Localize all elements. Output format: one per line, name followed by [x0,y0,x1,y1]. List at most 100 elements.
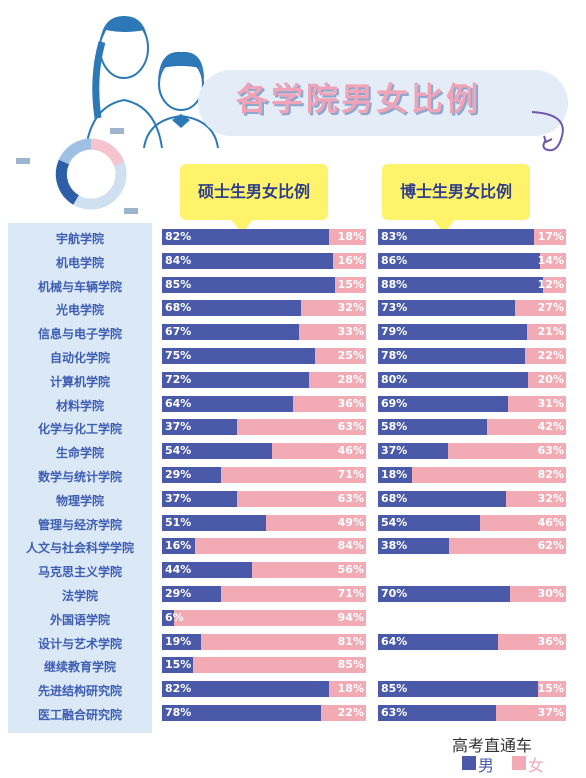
bar-male [162,609,175,626]
bar-female [507,395,566,412]
category-label: 宇航学院 [55,232,104,246]
data-label-female: 63% [537,444,564,458]
data-label-female: 63% [337,420,364,434]
data-label-male: 68% [381,491,408,505]
legend-male-swatch [462,756,476,770]
bar-female [272,443,366,460]
bar-male [162,633,201,650]
bar-male [378,705,497,721]
bar-male [162,562,252,579]
bar-female [292,395,366,412]
bar-female [308,371,366,388]
bar-female [237,419,366,436]
bar-male [378,443,448,460]
phd-bubble-label: 博士生男女比例 [399,182,512,201]
data-label-female: 32% [337,301,364,315]
bar-male [162,490,238,507]
data-label-female: 36% [537,634,564,648]
data-label-male: 88% [381,277,408,291]
bar-male [162,657,193,674]
master-bubble-label: 硕士生男女比例 [197,182,310,201]
bar-female [266,514,366,531]
data-label-male: 37% [165,420,192,434]
data-label-female: 15% [537,682,564,696]
category-label: 化学与化工学院 [37,422,122,437]
watermark: 高考直通车 [452,736,533,755]
bar-male [378,586,510,602]
category-label: 生命学院 [55,446,104,461]
data-label-female: 21% [537,325,564,339]
bar-female [496,705,566,721]
bar-female [526,324,566,341]
phd-bubble: 博士生男女比例 [382,164,530,234]
bar-female [543,276,566,293]
data-label-female: 71% [337,587,364,600]
data-label-male: 37% [381,444,408,458]
legend-male-label: 男 [478,756,495,775]
bar-female [333,252,366,269]
bar-male [162,467,222,483]
data-label-female: 30% [537,587,564,600]
data-label-male: 51% [165,515,192,529]
data-label-male: 44% [165,563,192,577]
bar-male [162,348,315,364]
data-label-male: 79% [381,325,408,339]
bar-male [162,705,322,721]
data-label-female: 37% [537,706,564,719]
category-label: 法学院 [61,589,98,603]
data-label-male: 86% [381,253,408,267]
bar-female [221,467,366,483]
category-label: 自动化学院 [49,351,110,365]
data-label-male: 82% [165,682,192,696]
bar-male [162,300,301,317]
bar-female [200,633,366,650]
bar-male [378,514,480,531]
bar-male [378,324,527,341]
bar-male [378,681,538,698]
bar-male [378,395,508,412]
bar-female [449,538,566,555]
data-label-female: 84% [337,539,364,553]
bar-female [315,348,366,364]
category-column-background [8,223,152,733]
data-label-male: 75% [165,349,192,362]
bar-male [378,633,499,650]
data-label-male: 85% [381,682,408,696]
bar-female [509,586,566,602]
page-title: 各学院男女比例 [236,80,482,118]
data-label-male: 6% [165,610,184,624]
bar-female [479,514,566,531]
bar-male [162,443,273,460]
data-label-male: 82% [165,230,192,243]
category-label: 光电学院 [55,303,104,318]
data-label-female: 17% [537,230,564,243]
data-label-female: 32% [537,491,564,505]
bar-female [221,586,366,602]
data-label-male: 63% [381,706,408,719]
data-label-male: 80% [381,372,408,386]
donut-chart-icon [16,128,138,214]
data-label-male: 69% [381,396,408,410]
bar-female [487,419,566,436]
data-label-male: 78% [381,349,408,362]
data-label-female: 18% [337,230,364,243]
data-label-female: 14% [537,253,564,267]
bar-male [162,681,330,698]
bar-female [335,276,366,293]
bar-male [378,252,540,269]
data-label-male: 70% [381,587,408,600]
bar-male [378,348,525,364]
data-label-male: 16% [165,539,192,553]
bar-male [162,395,293,412]
bar-female [534,229,566,245]
data-label-female: 62% [537,539,564,553]
data-label-male: 68% [165,301,192,315]
data-label-female: 25% [337,349,364,362]
category-label: 设计与艺术学院 [37,636,122,651]
category-label: 外国语学院 [49,612,110,627]
data-label-male: 15% [165,658,192,672]
data-label-female: 31% [537,396,564,410]
bar-female [298,324,366,341]
legend-female-label: 女 [528,756,545,775]
bar-male [378,276,544,293]
